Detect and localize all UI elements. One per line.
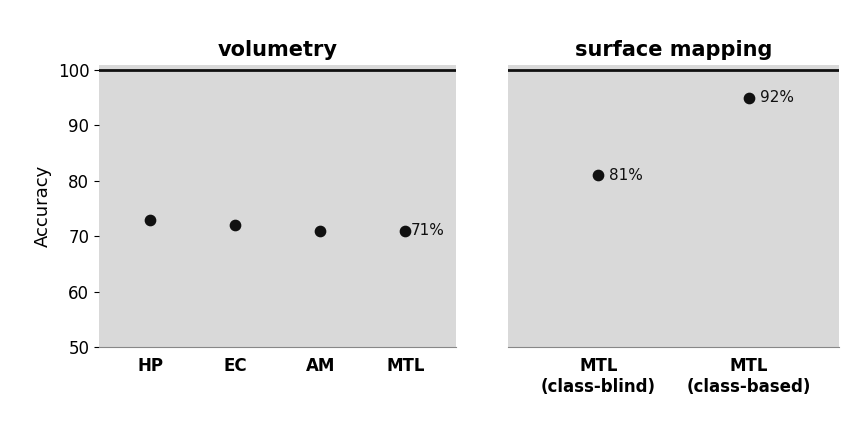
Title: volumetry: volumetry [218, 40, 338, 60]
Text: 71%: 71% [412, 223, 445, 238]
Text: 92%: 92% [759, 90, 794, 105]
Point [742, 94, 756, 101]
Title: surface mapping: surface mapping [575, 40, 772, 60]
Point [228, 222, 242, 229]
Text: 81%: 81% [609, 168, 643, 183]
Y-axis label: Accuracy: Accuracy [34, 165, 53, 247]
Point [399, 227, 412, 235]
Point [592, 172, 605, 179]
Point [143, 216, 157, 223]
Point [313, 227, 327, 235]
